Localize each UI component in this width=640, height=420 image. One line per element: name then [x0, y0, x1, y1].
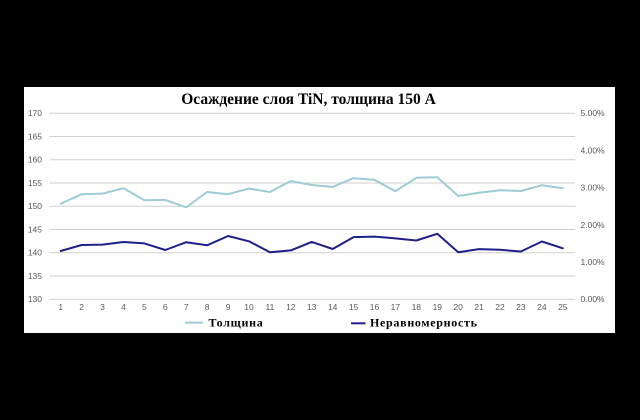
svg-text:23: 23 — [516, 302, 526, 312]
svg-text:10: 10 — [244, 302, 254, 312]
svg-text:11: 11 — [265, 302, 274, 312]
svg-text:170: 170 — [28, 108, 42, 118]
svg-text:4: 4 — [121, 302, 126, 312]
svg-text:8: 8 — [205, 302, 210, 312]
svg-text:16: 16 — [370, 302, 380, 312]
svg-text:145: 145 — [28, 224, 42, 234]
svg-text:150: 150 — [28, 201, 42, 211]
svg-text:4.00%: 4.00% — [581, 145, 606, 155]
svg-text:5.00%: 5.00% — [581, 108, 606, 118]
svg-text:21: 21 — [474, 302, 484, 312]
svg-text:15: 15 — [349, 302, 359, 312]
svg-text:9: 9 — [226, 302, 231, 312]
svg-text:165: 165 — [28, 131, 42, 141]
svg-text:135: 135 — [28, 271, 42, 281]
svg-text:5: 5 — [142, 302, 147, 312]
svg-text:0.00%: 0.00% — [581, 294, 606, 304]
svg-text:17: 17 — [391, 302, 401, 312]
svg-text:13: 13 — [307, 302, 317, 312]
svg-text:160: 160 — [28, 155, 42, 165]
svg-text:1.00%: 1.00% — [581, 257, 606, 267]
svg-text:2: 2 — [79, 302, 84, 312]
svg-text:25: 25 — [558, 302, 568, 312]
svg-text:3.00%: 3.00% — [581, 183, 606, 193]
svg-text:140: 140 — [28, 248, 42, 258]
svg-text:Неравномерность: Неравномерность — [370, 315, 478, 329]
svg-text:Осаждение слоя TiN, толщина 15: Осаждение слоя TiN, толщина 150 А — [181, 91, 436, 108]
svg-text:155: 155 — [28, 178, 42, 188]
svg-text:22: 22 — [495, 302, 505, 312]
svg-text:14: 14 — [328, 302, 338, 312]
svg-text:19: 19 — [433, 302, 443, 312]
svg-text:20: 20 — [453, 302, 463, 312]
svg-text:3: 3 — [100, 302, 105, 312]
svg-text:7: 7 — [184, 302, 189, 312]
svg-text:2.00%: 2.00% — [581, 220, 606, 230]
svg-text:6: 6 — [163, 302, 168, 312]
svg-text:12: 12 — [286, 302, 296, 312]
svg-text:130: 130 — [28, 294, 42, 304]
svg-text:24: 24 — [537, 302, 547, 312]
svg-text:1: 1 — [58, 302, 63, 312]
svg-text:Толщина: Толщина — [209, 315, 264, 329]
svg-text:18: 18 — [412, 302, 422, 312]
